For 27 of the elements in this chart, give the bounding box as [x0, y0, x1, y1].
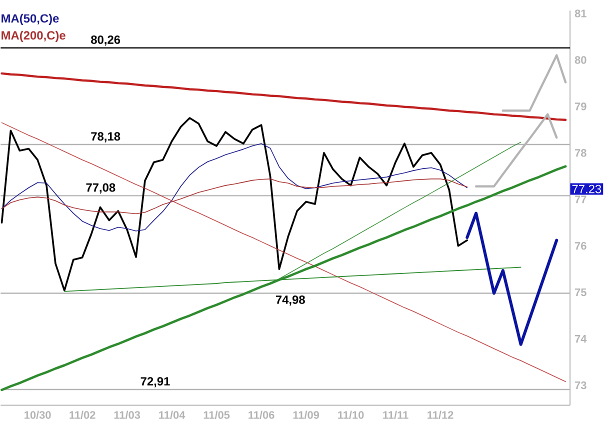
ref-line-label: 74,98 [276, 295, 305, 306]
x-tick-label: 11/09 [293, 410, 320, 419]
ref-line-label: 78,18 [91, 132, 120, 142]
x-tick-label: 11/05 [204, 410, 230, 419]
text: 77.23 [572, 184, 602, 194]
y-tick-label: 75 [575, 288, 586, 296]
x-tick-label: 11/02 [70, 410, 96, 419]
x-tick-label: 10/30 [24, 410, 51, 419]
y-tick-label: 79 [575, 102, 586, 110]
ref-line-label: 80,26 [91, 35, 120, 46]
x-tick-label: 11/12 [428, 410, 454, 419]
text: MA(50,C)e [2, 14, 59, 25]
x-tick-label: 11/04 [159, 410, 186, 419]
x-tick-label: 11/03 [114, 410, 140, 419]
x-tick-label: 11/10 [338, 410, 364, 419]
ref-line-label: 72,91 [140, 376, 170, 388]
y-tick-label: 73 [575, 381, 586, 390]
y-tick-label: 80 [574, 56, 586, 64]
y-tick-label: 78 [575, 148, 586, 157]
y-tick-label: 76 [575, 242, 586, 250]
y-tick-label: 74 [575, 334, 587, 342]
ref-line-label: 77,08 [86, 183, 116, 194]
y-tick-label: 77 [575, 196, 586, 204]
x-tick-label: 11/06 [248, 410, 274, 419]
text: MA(200,C)e [2, 30, 66, 42]
x-tick-label: 11/11 [383, 410, 408, 419]
y-tick-label: 81 [574, 9, 586, 18]
